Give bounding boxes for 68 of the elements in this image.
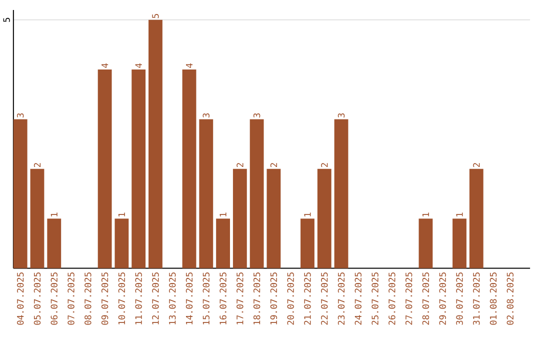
bar (132, 70, 146, 268)
x-tick-label: 10.07.2025 (118, 272, 126, 324)
data-label: 5 (152, 14, 159, 18)
x-tick-label: 14.07.2025 (186, 272, 193, 324)
data-label: 1 (50, 212, 58, 216)
x-tick-label: 04.07.2025 (16, 272, 24, 325)
x-tick-label: 28.07.2025 (422, 272, 430, 325)
x-tick-label: 19.07.2025 (270, 272, 278, 324)
bar (148, 20, 162, 268)
x-tick-label: 21.07.2025 (304, 272, 311, 325)
data-label: 1 (220, 212, 226, 216)
data-label: 2 (34, 163, 41, 168)
x-tick-label: 29.07.2025 (439, 272, 446, 325)
x-tick-label: 20.07.2025 (287, 272, 294, 325)
x-tick-label: 05.07.2025 (34, 272, 41, 325)
x-tick-label: 16.07.2025 (220, 272, 226, 324)
data-label: 4 (102, 64, 108, 68)
bar (452, 218, 466, 268)
bar (47, 218, 62, 268)
x-tick-label: 24.07.2025 (354, 272, 362, 325)
bar (232, 168, 247, 268)
data-label: 2 (473, 163, 480, 168)
x-tick-label: 01.08.2025 (490, 272, 497, 325)
bar (334, 119, 348, 268)
x-tick-label: 09.07.2025 (101, 272, 108, 325)
x-tick-label: 06.07.2025 (50, 272, 58, 325)
bar (98, 70, 112, 268)
x-tick-label: 12.07.2025 (152, 272, 159, 324)
data-label: 1 (118, 212, 125, 216)
bar (418, 218, 433, 268)
data-label: 3 (253, 113, 260, 118)
data-label: 1 (304, 212, 311, 216)
data-label: 3 (338, 113, 345, 118)
x-tick-label: 13.07.2025 (168, 272, 176, 324)
x-tick-label: 11.07.2025 (135, 272, 142, 324)
x-tick-label: 26.07.2025 (388, 272, 396, 325)
x-tick-label: 08.07.2025 (84, 272, 92, 325)
bar (317, 168, 332, 268)
bar (114, 218, 129, 268)
data-label: 2 (270, 163, 278, 168)
bar (13, 119, 28, 268)
bar (250, 119, 264, 268)
x-tick-label: 27.07.2025 (405, 272, 412, 325)
bar (300, 218, 314, 268)
x-tick-label: 18.07.2025 (253, 272, 260, 324)
bar (469, 168, 484, 268)
data-label: 4 (186, 64, 192, 68)
x-tick-label: 22.07.2025 (321, 272, 328, 325)
data-label: 2 (236, 163, 244, 168)
x-tick-label: 30.07.2025 (456, 272, 463, 325)
data-label: 2 (321, 163, 328, 168)
bar (30, 168, 44, 268)
bar (199, 119, 214, 268)
data-label: 1 (422, 212, 429, 216)
data-label: 3 (202, 113, 210, 118)
bar (266, 168, 281, 268)
bar (182, 70, 196, 268)
x-tick-label: 02.08.2025 (506, 272, 514, 325)
x-tick-label: 23.07.2025 (338, 272, 345, 325)
data-label: 4 (135, 64, 142, 68)
bar (216, 218, 230, 268)
x-tick-label: 31.07.2025 (473, 272, 480, 325)
data-label: 3 (16, 113, 24, 118)
x-tick-label: 25.07.2025 (372, 272, 378, 325)
x-tick-label: 07.07.2025 (68, 272, 74, 325)
x-tick-label: 15.07.2025 (202, 272, 210, 324)
x-tick-label: 17.07.2025 (236, 272, 244, 324)
data-label: 1 (456, 212, 463, 216)
